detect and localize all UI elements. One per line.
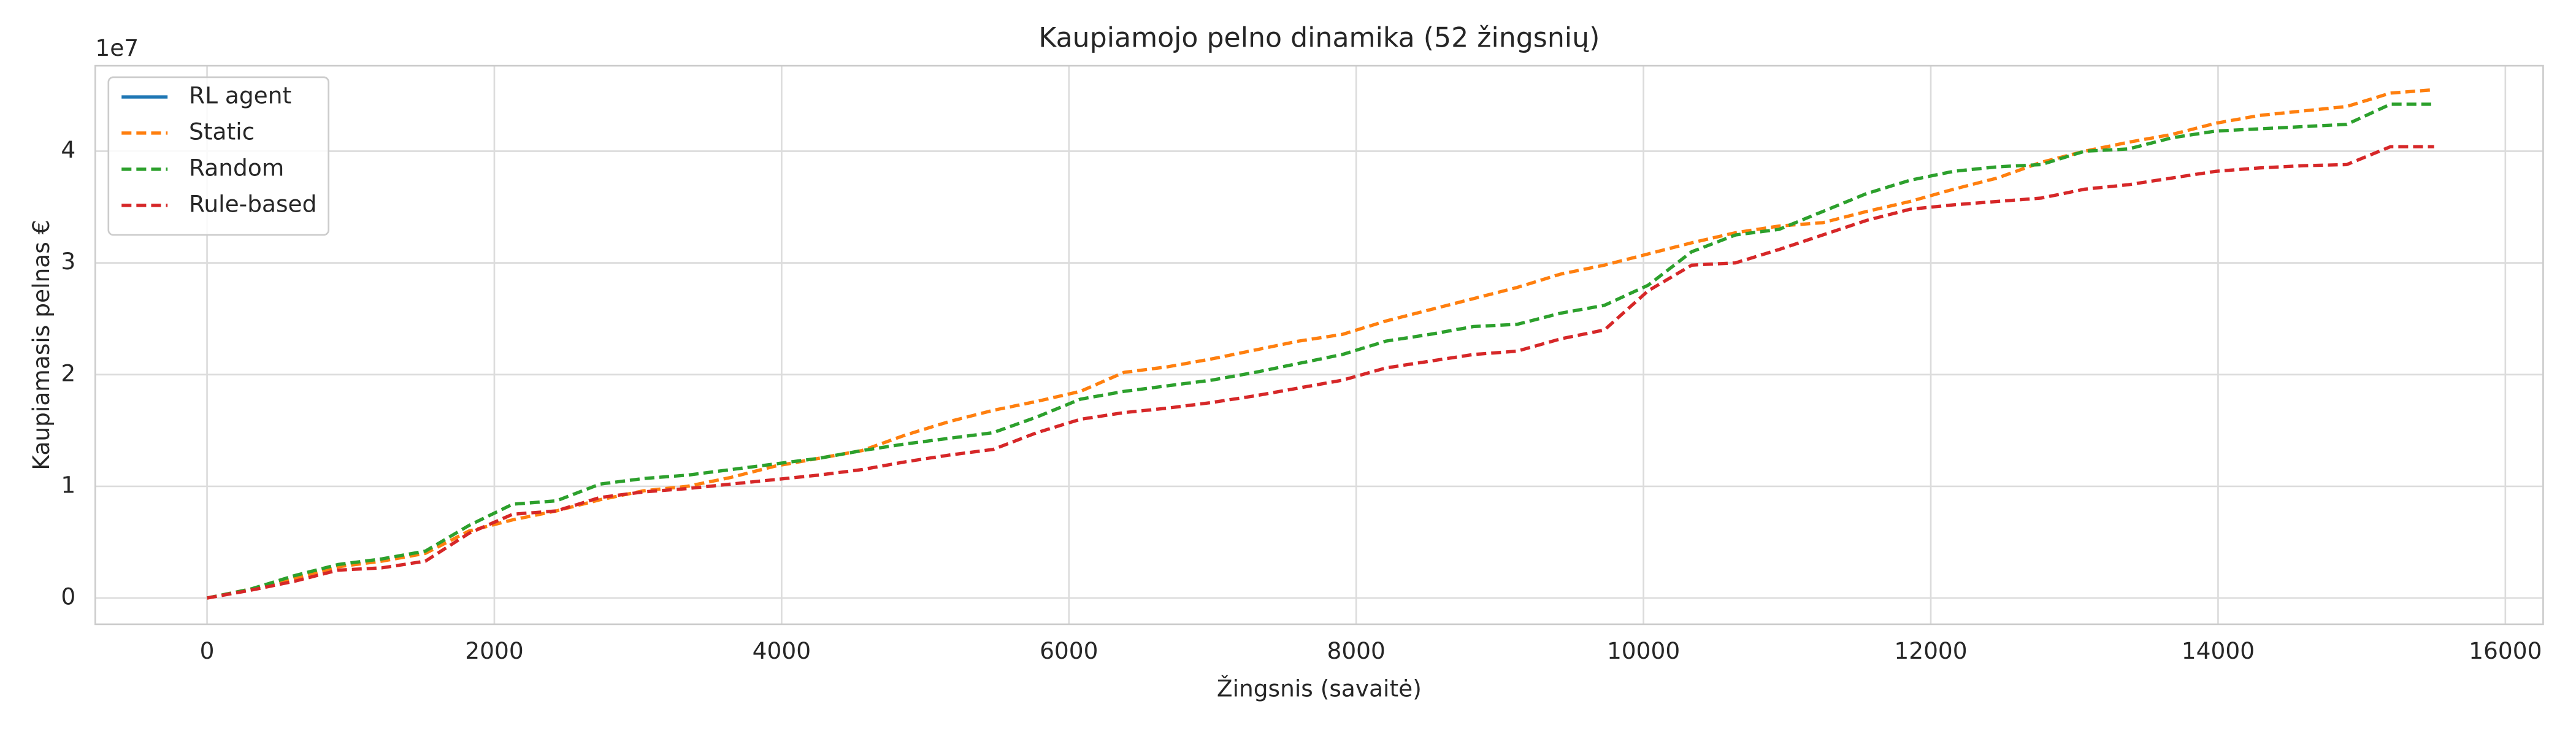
y-tick-label: 1: [61, 471, 75, 498]
y-tick-label: 0: [61, 583, 75, 610]
legend-label: RL agent: [189, 82, 291, 109]
x-tick-label: 6000: [1040, 637, 1098, 664]
y-tick-label: 3: [61, 248, 75, 275]
series-line: [207, 145, 2434, 600]
y-offset-label: 1e7: [95, 34, 139, 61]
y-tick-label: 2: [61, 359, 75, 386]
x-tick-label: 14000: [2182, 637, 2255, 664]
y-tick-label: 4: [61, 136, 75, 163]
y-axis-label: Kaupiamasis pelnas €: [28, 220, 55, 470]
x-tick-label: 12000: [1894, 637, 1967, 664]
x-tick-label: 0: [200, 637, 215, 664]
x-tick-label: 16000: [2469, 637, 2542, 664]
legend: RL agent Static Random Rule-based: [107, 76, 330, 236]
plot-frame: [94, 64, 2544, 626]
legend-label: Static: [189, 118, 255, 145]
x-tick-label: 8000: [1327, 637, 1385, 664]
x-tick-label: 10000: [1607, 637, 1680, 664]
legend-label: Random: [189, 154, 284, 181]
legend-box: [107, 76, 330, 236]
chart-title: Kaupiamojo pelno dinamika (52 žingsnių): [1038, 22, 1600, 53]
legend-label: Rule-based: [189, 190, 316, 217]
x-axis-label: Žingsnis (savaitė): [1217, 675, 1422, 702]
x-tick-label: 4000: [753, 637, 811, 664]
x-tick-label: 2000: [465, 637, 523, 664]
series-line: [207, 102, 2434, 600]
